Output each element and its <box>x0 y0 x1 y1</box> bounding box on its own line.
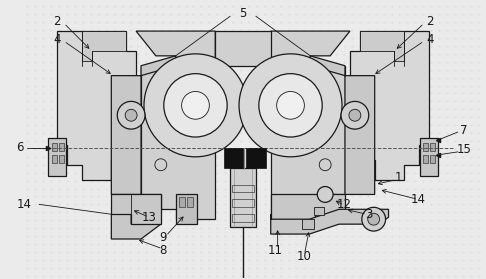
Circle shape <box>182 92 209 119</box>
Bar <box>246 148 266 168</box>
Bar <box>48 138 66 176</box>
Text: 8: 8 <box>159 244 167 258</box>
Bar <box>232 199 254 207</box>
Bar <box>302 219 314 229</box>
Circle shape <box>117 101 145 129</box>
Bar <box>420 138 438 176</box>
Text: 2: 2 <box>426 15 434 28</box>
Bar <box>175 194 197 224</box>
Polygon shape <box>360 31 404 61</box>
Polygon shape <box>136 31 215 66</box>
Bar <box>423 155 428 163</box>
Text: 3: 3 <box>365 208 372 221</box>
Bar <box>215 31 271 66</box>
Circle shape <box>349 109 361 121</box>
Text: 5: 5 <box>239 7 247 20</box>
Text: 7: 7 <box>460 124 468 137</box>
Circle shape <box>317 187 333 202</box>
Text: 6: 6 <box>17 141 24 154</box>
Bar <box>232 184 254 193</box>
Polygon shape <box>141 66 215 219</box>
Text: 15: 15 <box>456 143 471 157</box>
Bar <box>230 168 256 227</box>
Polygon shape <box>271 66 345 219</box>
Text: 2: 2 <box>53 15 61 28</box>
Bar <box>430 143 435 151</box>
Circle shape <box>368 213 380 225</box>
Text: 14: 14 <box>17 198 32 211</box>
Polygon shape <box>111 214 161 239</box>
Text: 9: 9 <box>159 230 167 244</box>
Polygon shape <box>350 31 429 180</box>
Text: 12: 12 <box>336 198 351 211</box>
Polygon shape <box>111 194 161 224</box>
Bar <box>314 207 324 215</box>
Bar <box>232 214 254 222</box>
Circle shape <box>277 92 304 119</box>
Circle shape <box>341 101 369 129</box>
Polygon shape <box>82 31 126 61</box>
Polygon shape <box>271 31 350 66</box>
Bar <box>187 198 192 207</box>
Bar <box>430 155 435 163</box>
Polygon shape <box>57 31 136 180</box>
Bar <box>59 155 64 163</box>
Bar <box>52 155 57 163</box>
Bar <box>52 143 57 151</box>
Circle shape <box>164 74 227 137</box>
Bar <box>59 143 64 151</box>
Text: 4: 4 <box>53 33 61 45</box>
Polygon shape <box>111 56 175 194</box>
Text: 13: 13 <box>141 211 156 224</box>
Polygon shape <box>311 56 375 194</box>
Circle shape <box>362 207 385 231</box>
Bar <box>423 143 428 151</box>
Circle shape <box>239 54 342 157</box>
Bar <box>179 198 185 207</box>
Polygon shape <box>271 194 345 224</box>
Text: 11: 11 <box>267 244 282 258</box>
Circle shape <box>144 54 247 157</box>
Text: 10: 10 <box>297 250 312 263</box>
Text: 14: 14 <box>411 193 426 206</box>
Circle shape <box>259 74 322 137</box>
Circle shape <box>125 109 137 121</box>
Bar <box>224 148 244 168</box>
Text: 1: 1 <box>395 171 402 184</box>
Polygon shape <box>271 209 388 234</box>
Text: 4: 4 <box>426 33 434 45</box>
